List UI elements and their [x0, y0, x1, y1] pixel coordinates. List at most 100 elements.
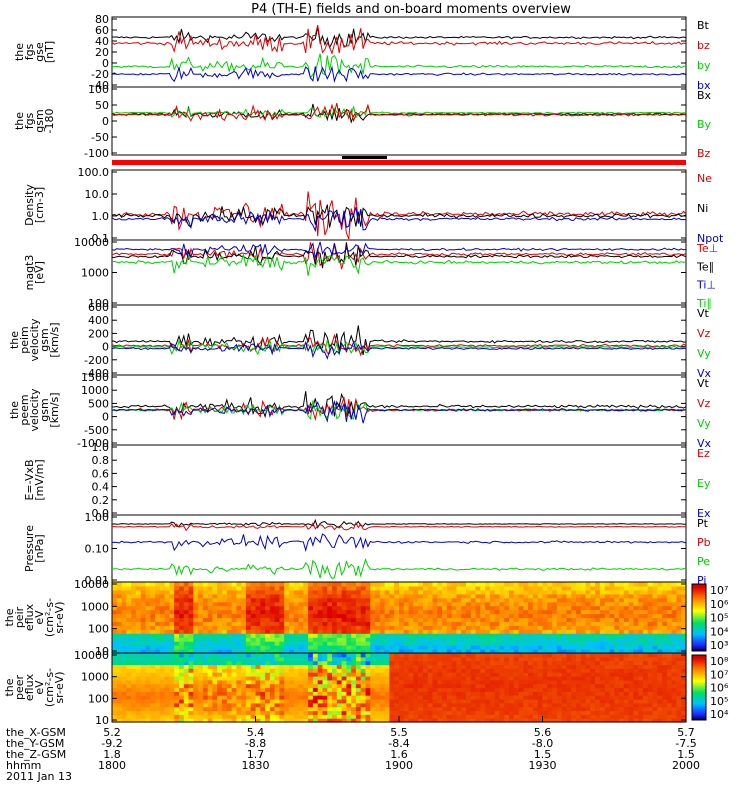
spectrogram-cell — [116, 621, 123, 626]
spectrogram-cell — [269, 691, 276, 696]
spectrogram-cell — [265, 706, 271, 712]
spectrogram-cell — [638, 629, 644, 634]
spectrogram-cell — [355, 625, 362, 630]
spectrogram-cell — [552, 695, 558, 700]
spectrogram-cell — [188, 597, 194, 603]
spectrogram-cell — [461, 601, 467, 607]
spectrogram-cell — [183, 695, 190, 700]
spectrogram-cell — [528, 589, 534, 595]
spectrogram-cell — [647, 605, 654, 611]
spectrogram-cell — [384, 706, 390, 712]
spectrogram-cell — [566, 683, 572, 689]
spectrogram-cell — [164, 589, 170, 595]
spectrogram-cell — [126, 621, 132, 626]
spectrogram-cell — [681, 609, 687, 615]
spectrogram-cell — [623, 582, 630, 587]
spectrogram-cell — [552, 645, 558, 650]
spectrogram-cell — [604, 683, 611, 689]
spectrogram-cell — [408, 679, 414, 685]
spectrogram-cell — [585, 645, 591, 650]
spectrogram-cell — [179, 687, 185, 692]
spectrogram-cell — [140, 621, 147, 626]
spectrogram-cell — [461, 695, 467, 700]
spectrogram-cell — [241, 714, 247, 719]
spectrogram-cell — [298, 668, 304, 673]
spectrogram-cell — [384, 668, 390, 673]
spectrogram-cell — [609, 695, 615, 700]
spectrogram-cell — [633, 625, 639, 630]
spectrogram-cell — [355, 656, 362, 662]
spectrogram-cell — [413, 687, 419, 692]
spectrogram-cell — [647, 679, 654, 685]
spectrogram-cell — [121, 687, 127, 692]
y-tick-label: 10000 — [74, 578, 109, 591]
spectrogram-cell — [212, 645, 218, 650]
spectrogram-cell — [394, 621, 400, 626]
spectrogram-cell — [150, 641, 156, 646]
spectrogram-cell — [470, 672, 477, 677]
panels: 806040200-20-40thefgsgse[nT]Btbzbybx1005… — [3, 13, 729, 727]
spectrogram-cell — [241, 609, 247, 615]
spectrogram-cell — [599, 645, 606, 650]
spectrogram-cell — [523, 633, 529, 638]
spectrogram-cell — [336, 653, 343, 658]
spectrogram-cell — [212, 706, 218, 712]
spectrogram-cell — [121, 706, 127, 712]
spectrogram-cell — [480, 691, 486, 696]
spectrogram-cell — [126, 633, 132, 638]
spectrogram-cell — [604, 679, 611, 685]
spectrogram-cell — [202, 582, 209, 587]
spectrogram-cell — [121, 649, 127, 654]
spectrogram-cell — [336, 714, 343, 719]
spectrogram-cell — [413, 605, 419, 611]
spectrogram-cell — [303, 687, 309, 692]
spectrogram-cell — [384, 645, 390, 650]
series-line-Ti⊥ — [111, 241, 687, 259]
series-line-Ti∥ — [111, 252, 687, 276]
colorbar-tick-label: 10⁷ — [710, 584, 728, 597]
spectrogram-cell — [274, 649, 280, 654]
spectrogram-cell — [131, 714, 137, 719]
spectrogram-cell — [504, 649, 510, 654]
spectrogram-cell — [662, 695, 668, 700]
spectrogram-cell — [671, 601, 677, 607]
spectrogram-cell — [432, 702, 438, 708]
spectrogram-cell — [389, 649, 395, 654]
spectrogram-cell — [279, 617, 285, 622]
spectrogram-cell — [595, 660, 601, 666]
spectrogram-cell — [537, 710, 544, 715]
spectrogram-cell — [609, 668, 615, 673]
spectrogram-cell — [212, 656, 218, 662]
spectrogram-cell — [513, 672, 520, 677]
spectrogram-cell — [399, 589, 405, 595]
spectrogram-cell — [379, 609, 386, 615]
spectrogram-cell — [523, 687, 529, 692]
spectrogram-cell — [231, 645, 237, 650]
spectrogram-cell — [437, 656, 443, 662]
spectrogram-cell — [442, 668, 448, 673]
spectrogram-cell — [485, 660, 491, 666]
spectrogram-cell — [217, 718, 223, 723]
spectrogram-cell — [274, 593, 280, 599]
spectrogram-cell — [552, 687, 558, 692]
spectrogram-cell — [255, 625, 261, 630]
spectrogram-cell — [642, 629, 649, 634]
spectrogram-cell — [116, 691, 123, 696]
spectrogram-cell — [399, 653, 405, 658]
spectrogram-cell — [561, 676, 567, 681]
spectrogram-cell — [135, 625, 142, 630]
spectrogram-cell — [202, 589, 209, 595]
spectrogram-cell — [470, 621, 477, 626]
spectrogram-cell — [212, 699, 218, 704]
spectrogram-cell — [269, 617, 276, 622]
spectrogram-cell — [150, 676, 156, 681]
spectrogram-cell — [202, 699, 209, 704]
spectrogram-cell — [341, 609, 347, 615]
spectrogram-cell — [623, 601, 630, 607]
spectrogram-cell — [609, 585, 615, 591]
spectrogram-cell — [532, 649, 539, 654]
spectrogram-cell — [552, 621, 558, 626]
spectrogram-cell — [652, 613, 658, 619]
spectrogram-cell — [346, 695, 352, 700]
spectrogram-cell — [657, 605, 663, 611]
